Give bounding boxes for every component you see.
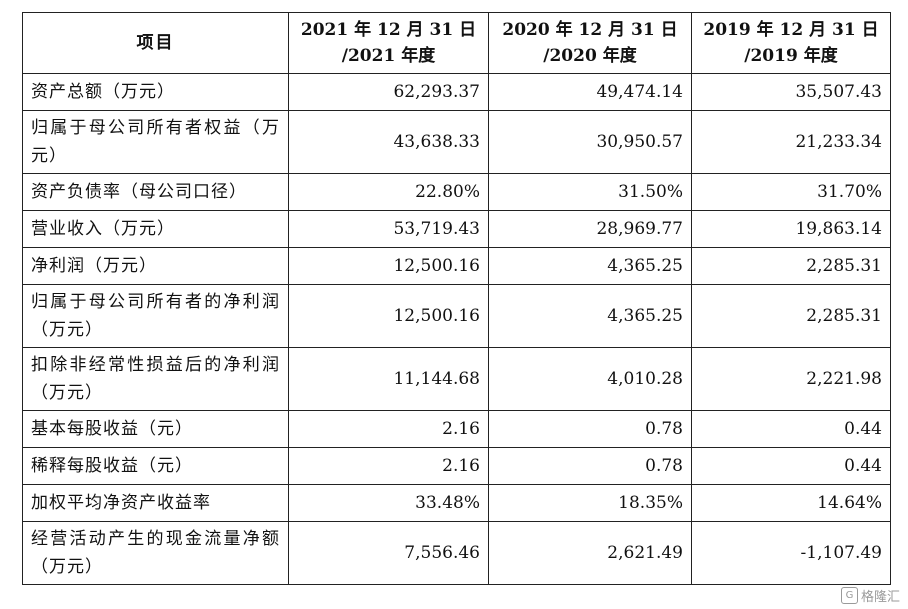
value-2019: 2,285.31 xyxy=(691,247,891,285)
table-row: 净利润（万元） 12,500.16 4,365.25 2,285.31 xyxy=(22,247,891,285)
value-2019: 2,285.31 xyxy=(691,284,891,348)
table-row: 扣除非经常性损益后的净利润（万元） 11,144.68 4,010.28 2,2… xyxy=(22,347,891,411)
value-2020: 0.78 xyxy=(488,410,692,448)
row-label: 净利润（万元） xyxy=(22,247,289,285)
value-2019: 2,221.98 xyxy=(691,347,891,411)
value-2019: -1,107.49 xyxy=(691,521,891,585)
value-2021: 2.16 xyxy=(288,447,489,485)
value-2019: 14.64% xyxy=(691,484,891,522)
value-2020: 4,365.25 xyxy=(488,284,692,348)
value-2020: 4,010.28 xyxy=(488,347,692,411)
row-label: 稀释每股收益（元） xyxy=(22,447,289,485)
header-2021: 2021 年 12 月 31 日 /2021 年度 xyxy=(288,12,489,74)
watermark: G 格隆汇 xyxy=(840,586,900,605)
value-2020: 0.78 xyxy=(488,447,692,485)
header-2019: 2019 年 12 月 31 日 /2019 年度 xyxy=(691,12,891,74)
value-2021: 11,144.68 xyxy=(288,347,489,411)
value-2020: 49,474.14 xyxy=(488,73,692,111)
value-2021: 62,293.37 xyxy=(288,73,489,111)
value-2019: 0.44 xyxy=(691,410,891,448)
row-label: 归属于母公司所有者权益（万元） xyxy=(22,110,289,174)
value-2021: 12,500.16 xyxy=(288,247,489,285)
value-2021: 53,719.43 xyxy=(288,210,489,248)
table-row: 稀释每股收益（元） 2.16 0.78 0.44 xyxy=(22,447,891,485)
value-2020: 4,365.25 xyxy=(488,247,692,285)
value-2021: 33.48% xyxy=(288,484,489,522)
value-2020: 28,969.77 xyxy=(488,210,692,248)
row-label: 加权平均净资产收益率 xyxy=(22,484,289,522)
header-2020: 2020 年 12 月 31 日 /2020 年度 xyxy=(488,12,692,74)
header-2021-date: 2021 年 12 月 31 日 xyxy=(300,20,477,40)
header-row: 项目 2021 年 12 月 31 日 /2021 年度 2020 年 12 月… xyxy=(22,12,891,74)
g-logo-icon: G xyxy=(840,587,858,604)
value-2019: 21,233.34 xyxy=(691,110,891,174)
row-label: 基本每股收益（元） xyxy=(22,410,289,448)
table-row: 基本每股收益（元） 2.16 0.78 0.44 xyxy=(22,410,891,448)
table-row: 资产负债率（母公司口径） 22.80% 31.50% 31.70% xyxy=(22,173,891,211)
value-2021: 43,638.33 xyxy=(288,110,489,174)
table-row: 归属于母公司所有者的净利润（万元） 12,500.16 4,365.25 2,2… xyxy=(22,284,891,348)
value-2020: 2,621.49 xyxy=(488,521,692,585)
row-label: 资产总额（万元） xyxy=(22,73,289,111)
header-2020-year: /2020 年度 xyxy=(543,46,637,66)
value-2021: 2.16 xyxy=(288,410,489,448)
financial-summary-table: 项目 2021 年 12 月 31 日 /2021 年度 2020 年 12 月… xyxy=(22,12,891,585)
header-2021-year: /2021 年度 xyxy=(341,46,436,66)
row-label: 营业收入（万元） xyxy=(22,210,289,248)
row-label: 扣除非经常性损益后的净利润（万元） xyxy=(22,347,289,411)
table-row: 经营活动产生的现金流量净额（万元） 7,556.46 2,621.49 -1,1… xyxy=(22,521,891,585)
table-row: 资产总额（万元） 62,293.37 49,474.14 35,507.43 xyxy=(22,73,891,111)
value-2019: 0.44 xyxy=(691,447,891,485)
table-row: 归属于母公司所有者权益（万元） 43,638.33 30,950.57 21,2… xyxy=(22,110,891,174)
header-2020-date: 2020 年 12 月 31 日 xyxy=(502,20,678,40)
table-row: 加权平均净资产收益率 33.48% 18.35% 14.64% xyxy=(22,484,891,522)
header-2019-date: 2019 年 12 月 31 日 xyxy=(703,20,879,40)
financial-table-container: 项目 2021 年 12 月 31 日 /2021 年度 2020 年 12 月… xyxy=(22,12,891,585)
value-2020: 30,950.57 xyxy=(488,110,692,174)
value-2021: 12,500.16 xyxy=(288,284,489,348)
row-label: 经营活动产生的现金流量净额（万元） xyxy=(22,521,289,585)
value-2019: 19,863.14 xyxy=(691,210,891,248)
watermark-text: 格隆汇 xyxy=(860,590,900,605)
table-row: 营业收入（万元） 53,719.43 28,969.77 19,863.14 xyxy=(22,210,891,248)
row-label: 归属于母公司所有者的净利润（万元） xyxy=(22,284,289,348)
value-2019: 31.70% xyxy=(691,173,891,211)
value-2020: 31.50% xyxy=(488,173,692,211)
value-2021: 7,556.46 xyxy=(288,521,489,585)
value-2019: 35,507.43 xyxy=(691,73,891,111)
row-label: 资产负债率（母公司口径） xyxy=(22,173,289,211)
value-2020: 18.35% xyxy=(488,484,692,522)
header-2019-year: /2019 年度 xyxy=(744,46,838,66)
value-2021: 22.80% xyxy=(288,173,489,211)
header-item: 项目 xyxy=(22,12,289,74)
